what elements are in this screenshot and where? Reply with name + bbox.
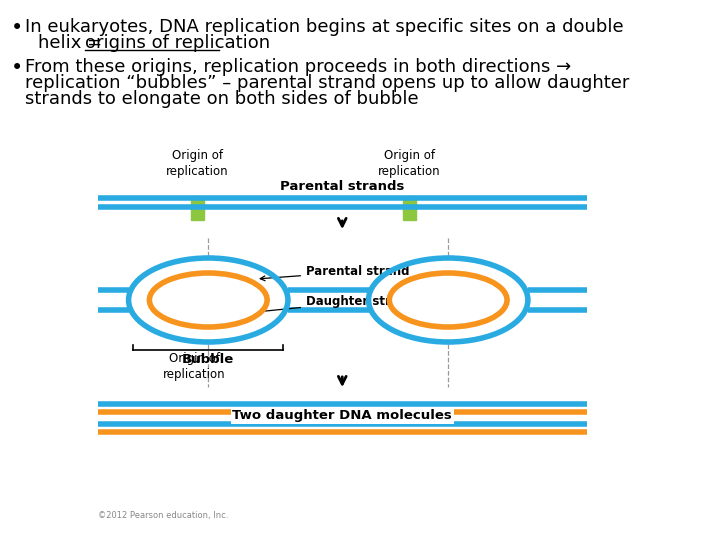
Ellipse shape <box>370 260 526 340</box>
Bar <box>403 196 415 220</box>
Text: In eukaryotes, DNA replication begins at specific sites on a double: In eukaryotes, DNA replication begins at… <box>25 18 624 36</box>
Text: Parental strand: Parental strand <box>260 265 410 281</box>
Text: •: • <box>11 58 23 78</box>
Text: Origin of
replication: Origin of replication <box>166 149 229 178</box>
Ellipse shape <box>130 260 286 340</box>
Text: From these origins, replication proceeds in both directions →: From these origins, replication proceeds… <box>25 58 572 76</box>
Text: Two daughter DNA molecules: Two daughter DNA molecules <box>233 409 452 422</box>
Ellipse shape <box>391 275 505 325</box>
Bar <box>191 196 204 220</box>
Text: Origin of
replication: Origin of replication <box>163 352 226 381</box>
Text: helix =: helix = <box>38 34 108 52</box>
Text: origins of replication: origins of replication <box>85 34 270 52</box>
Text: •: • <box>11 18 23 38</box>
Text: Daughter strand: Daughter strand <box>245 295 415 315</box>
Text: strands to elongate on both sides of bubble: strands to elongate on both sides of bub… <box>25 90 419 108</box>
Text: ©2012 Pearson education, Inc.: ©2012 Pearson education, Inc. <box>98 511 228 520</box>
Text: Parental strands: Parental strands <box>280 180 405 193</box>
Ellipse shape <box>151 275 265 325</box>
Text: Bubble: Bubble <box>182 353 235 366</box>
Text: Origin of
replication: Origin of replication <box>378 149 441 178</box>
Text: replication “bubbles” – parental strand opens up to allow daughter: replication “bubbles” – parental strand … <box>25 74 630 92</box>
